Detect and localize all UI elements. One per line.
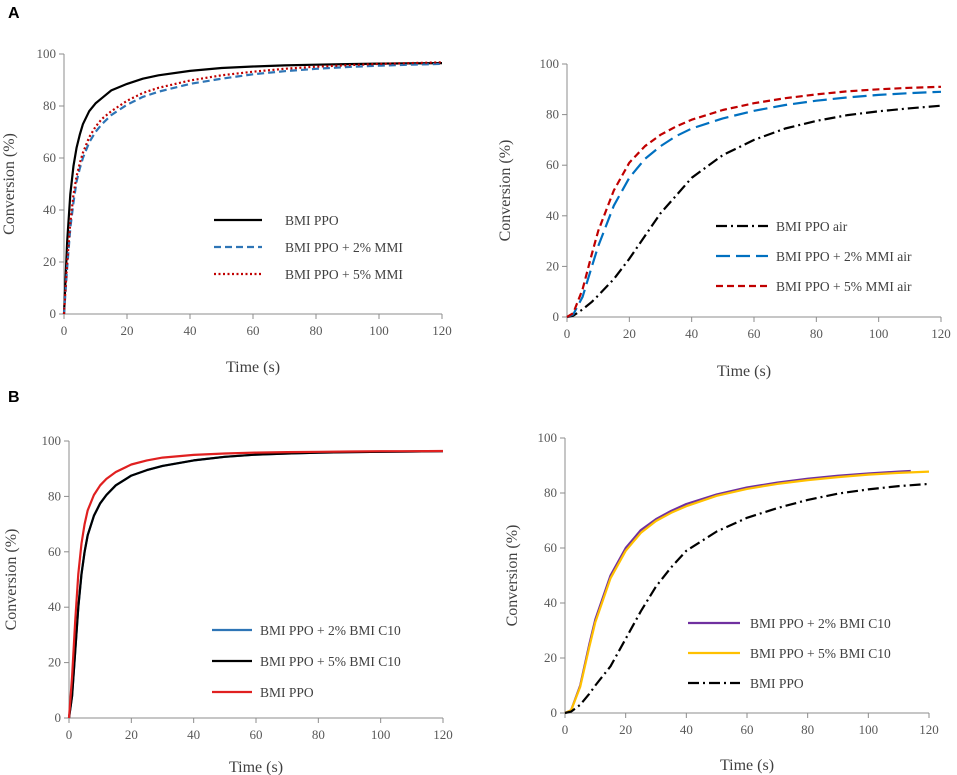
x-tick-label: 40: [184, 323, 197, 338]
x-tick-label: 40: [187, 727, 200, 742]
legend-label: BMI PPO + 5% BMI C10: [260, 654, 401, 669]
legend-label: BMI PPO: [750, 676, 804, 691]
y-tick-label: 0: [551, 705, 558, 720]
y-axis-label: Conversion (%): [504, 525, 521, 627]
x-tick-label: 80: [810, 326, 823, 341]
series-line: [564, 470, 930, 715]
x-axis-label: Time (s): [226, 359, 280, 376]
y-axis-label: Conversion (%): [497, 140, 514, 242]
x-tick-label: 60: [250, 727, 263, 742]
x-axis-label: Time (s): [717, 363, 771, 380]
series-line: [564, 482, 930, 715]
legend-label: BMI PPO air: [776, 219, 848, 234]
y-tick-label: 20: [43, 254, 56, 269]
x-axis-label: Time (s): [720, 757, 774, 774]
series-line: [62, 61, 443, 315]
x-tick-label: 60: [247, 323, 260, 338]
x-tick-label: 100: [369, 323, 389, 338]
x-tick-label: 80: [801, 722, 814, 737]
panel-label-a: A: [8, 5, 20, 22]
chart-b-right: 0 20 40 60 80 100 0 20 40 60 80 100 120 Time (s) Conve…: [504, 430, 939, 774]
y-tick-label: 60: [43, 150, 56, 165]
x-tick-label: 80: [310, 323, 323, 338]
legend-label: BMI PPO + 5% BMI C10: [750, 646, 891, 661]
y-tick-label: 20: [48, 655, 61, 670]
x-tick-label: 0: [61, 323, 68, 338]
y-tick-label: 40: [48, 599, 61, 614]
x-tick-label: 80: [312, 727, 325, 742]
y-tick-label: 40: [43, 202, 56, 217]
y-tick-label: 100: [37, 46, 57, 61]
y-tick-label: 0: [50, 306, 57, 321]
series-line: [67, 450, 444, 719]
x-tick-label: 100: [859, 722, 879, 737]
legend-label: BMI PPO + 5% MMI: [285, 267, 403, 282]
series-line: [566, 104, 942, 319]
x-tick-label: 100: [869, 326, 889, 341]
y-tick-label: 100: [540, 56, 560, 71]
y-axis-label: Conversion (%): [1, 133, 18, 235]
legend-label: BMI PPO + 2% BMI C10: [750, 616, 891, 631]
y-tick-label: 80: [544, 485, 557, 500]
x-tick-label: 60: [748, 326, 761, 341]
x-tick-label: 120: [433, 727, 453, 742]
y-tick-label: 40: [544, 595, 557, 610]
x-tick-label: 20: [121, 323, 134, 338]
y-tick-label: 20: [546, 258, 559, 273]
y-axis-label: Conversion (%): [3, 529, 20, 631]
x-tick-label: 0: [562, 722, 569, 737]
y-tick-label: 100: [42, 433, 62, 448]
y-tick-label: 60: [544, 540, 557, 555]
x-tick-label: 120: [931, 326, 951, 341]
panel-label-b: B: [8, 389, 20, 406]
chart-a-right: 0 20 40 60 80 100 0 20 40 60 80 100 120 Time (s) Conve…: [497, 56, 951, 380]
x-tick-label: 100: [371, 727, 391, 742]
chart-a-left: 0 20 40 60 80 100 0 20 40 60 80 100 120 Time (s) Conve…: [1, 46, 452, 376]
legend-label: BMI PPO: [285, 213, 339, 228]
x-tick-label: 120: [432, 323, 452, 338]
series-line: [67, 450, 444, 719]
y-tick-label: 80: [48, 488, 61, 503]
x-tick-label: 20: [125, 727, 138, 742]
legend-label: BMI PPO: [260, 685, 314, 700]
legend-label: BMI PPO + 2% MMI: [285, 240, 403, 255]
x-tick-label: 20: [619, 722, 632, 737]
x-tick-label: 120: [919, 722, 939, 737]
x-tick-label: 0: [564, 326, 571, 341]
legend-label: BMI PPO + 2% BMI C10: [260, 623, 401, 638]
legend-label: BMI PPO + 2% MMI air: [776, 249, 912, 264]
x-tick-label: 0: [66, 727, 73, 742]
chart-b-left: 0 20 40 60 80 100 0 20 40 60 80 100 120 Time (s) Conve…: [3, 433, 453, 775]
y-tick-label: 80: [546, 107, 559, 122]
legend-label: BMI PPO + 5% MMI air: [776, 279, 912, 294]
y-tick-label: 100: [538, 430, 558, 445]
y-tick-label: 40: [546, 208, 559, 223]
series-line: [566, 85, 942, 318]
y-tick-label: 20: [544, 650, 557, 665]
series-line: [62, 62, 443, 315]
y-tick-label: 60: [546, 157, 559, 172]
series-line: [67, 449, 444, 719]
x-tick-label: 60: [741, 722, 754, 737]
x-tick-label: 40: [680, 722, 693, 737]
x-axis-label: Time (s): [229, 759, 283, 775]
x-tick-label: 20: [623, 326, 636, 341]
y-tick-label: 0: [55, 710, 62, 725]
x-tick-label: 40: [685, 326, 698, 341]
y-tick-label: 60: [48, 544, 61, 559]
y-tick-label: 0: [553, 309, 560, 324]
series-line: [564, 469, 911, 715]
y-tick-label: 80: [43, 98, 56, 113]
